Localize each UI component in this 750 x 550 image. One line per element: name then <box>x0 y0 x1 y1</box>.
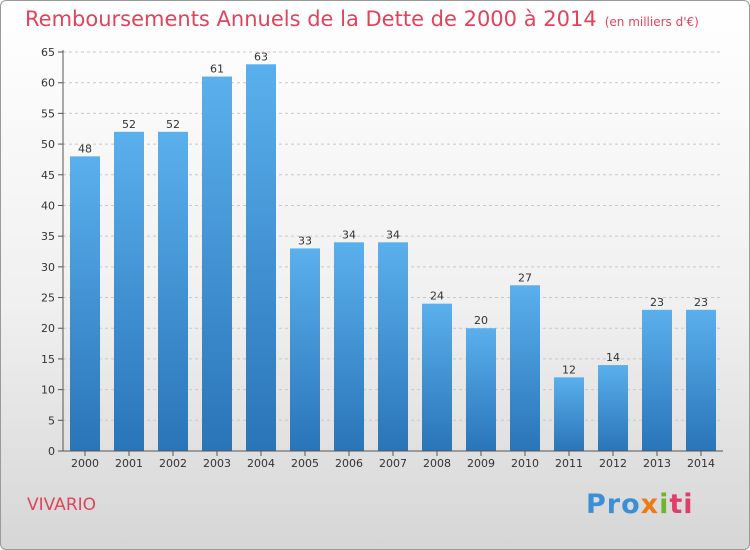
x-tick-label: 2001 <box>115 457 143 470</box>
place-name: VIVARIO <box>27 495 97 515</box>
x-tick-label: 2002 <box>159 457 187 470</box>
data-label-2014: 23 <box>694 296 708 309</box>
y-tick-label: 45 <box>41 169 55 182</box>
bar-2006 <box>334 242 364 451</box>
y-tick-label: 55 <box>41 107 55 120</box>
data-label-2007: 34 <box>386 228 400 241</box>
bars-layer <box>70 64 716 452</box>
y-tick-label: 25 <box>41 292 55 305</box>
data-label-2010: 27 <box>518 271 532 284</box>
data-label-2012: 14 <box>606 351 620 364</box>
data-label-2008: 24 <box>430 290 444 303</box>
x-tick-label: 2008 <box>423 457 451 470</box>
x-tick-label: 2005 <box>291 457 319 470</box>
chart-title-text: Remboursements Annuels de la Dette de 20… <box>25 7 597 31</box>
bar-2000 <box>70 156 100 451</box>
bar-2012 <box>598 365 628 451</box>
bar-2009 <box>466 328 496 451</box>
x-tick-label: 2000 <box>71 457 99 470</box>
bar-2008 <box>422 303 452 451</box>
chart-title: Remboursements Annuels de la Dette de 20… <box>25 7 699 31</box>
x-tick-label: 2014 <box>687 457 715 470</box>
data-label-2004: 63 <box>254 50 268 63</box>
x-tick-label: 2007 <box>379 457 407 470</box>
bar-2005 <box>290 248 320 451</box>
y-tick-label: 50 <box>41 138 55 151</box>
x-tick-label: 2010 <box>511 457 539 470</box>
data-label-2009: 20 <box>474 314 488 327</box>
data-label-2006: 34 <box>342 228 356 241</box>
x-tick-label: 2013 <box>643 457 671 470</box>
x-tick-label: 2004 <box>247 457 275 470</box>
labels-layer: 0 5 10 15 20 25 30 35 40 45 50 55 60 65 48 2000 52 2001 52… <box>41 46 715 470</box>
y-tick-label: 5 <box>48 414 55 427</box>
data-label-2001: 52 <box>122 118 136 131</box>
chart-unit-note: (en milliers d'€) <box>604 15 699 29</box>
bar-2013 <box>642 309 672 451</box>
brand-part-2: x <box>640 489 660 520</box>
brand-part-1: Pro <box>586 489 641 520</box>
x-tick-label: 2003 <box>203 457 231 470</box>
bar-2014 <box>686 309 716 451</box>
brand-logo: Proxiti <box>586 489 694 520</box>
bar-2011 <box>554 377 584 451</box>
y-tick-label: 35 <box>41 230 55 243</box>
y-tick-label: 30 <box>41 261 55 274</box>
brand-part-3: i <box>659 489 670 520</box>
brand-part-4: ti <box>669 489 694 520</box>
y-tick-label: 60 <box>41 77 55 90</box>
axes-layer <box>58 50 723 456</box>
data-label-2011: 12 <box>562 363 576 376</box>
bar-2007 <box>378 242 408 451</box>
bar-2001 <box>114 131 144 452</box>
x-tick-label: 2012 <box>599 457 627 470</box>
y-tick-label: 10 <box>41 384 55 397</box>
y-tick-label: 20 <box>41 322 55 335</box>
data-label-2002: 52 <box>166 118 180 131</box>
y-tick-label: 40 <box>41 199 55 212</box>
bar-2003 <box>202 76 232 452</box>
y-tick-label: 0 <box>48 445 55 458</box>
bar-2010 <box>510 285 540 451</box>
y-tick-label: 65 <box>41 46 55 59</box>
bar-2002 <box>158 131 188 452</box>
data-label-2005: 33 <box>298 234 312 247</box>
x-tick-label: 2009 <box>467 457 495 470</box>
bar-2004 <box>246 64 276 452</box>
y-tick-label: 15 <box>41 353 55 366</box>
x-tick-label: 2011 <box>555 457 583 470</box>
data-label-2000: 48 <box>78 142 92 155</box>
data-label-2013: 23 <box>650 296 664 309</box>
x-tick-label: 2006 <box>335 457 363 470</box>
data-label-2003: 61 <box>210 63 224 76</box>
